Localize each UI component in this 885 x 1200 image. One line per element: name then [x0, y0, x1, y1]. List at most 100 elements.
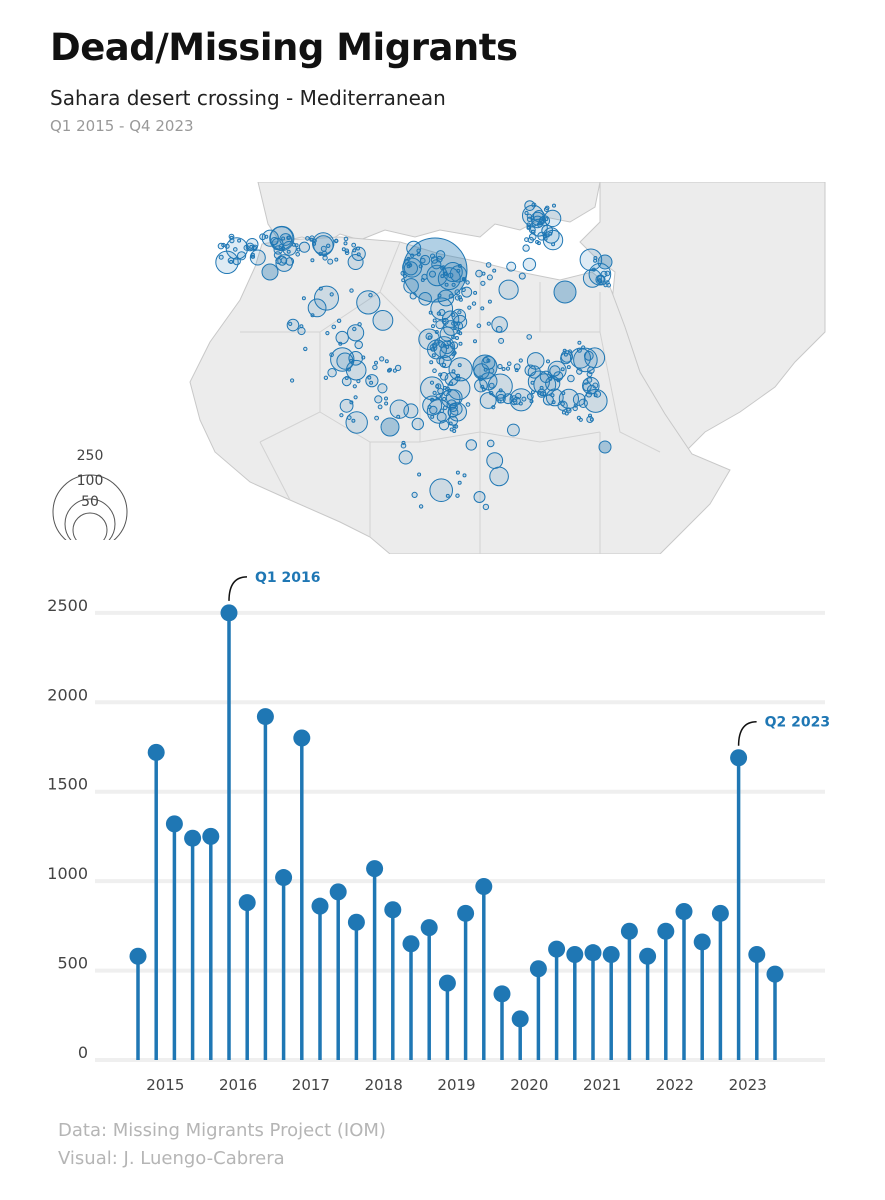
y-tick-label: 1500 — [47, 775, 88, 794]
incident-bubble-104 — [430, 253, 436, 259]
incident-bubble-451 — [473, 290, 478, 295]
incident-bubble-425 — [480, 306, 485, 311]
incident-bubble-424 — [329, 292, 334, 297]
incident-bubble-410 — [297, 326, 306, 336]
incident-bubble-426 — [465, 280, 470, 285]
incident-bubble-385 — [388, 367, 392, 372]
x-tick-label: 2021 — [583, 1076, 621, 1094]
x-tick-label: 2023 — [729, 1076, 767, 1094]
incident-bubble-297 — [521, 396, 527, 402]
incident-bubble-359 — [583, 388, 608, 413]
incident-bubble-442 — [498, 337, 505, 344]
incident-bubble-16 — [298, 241, 310, 253]
incident-bubble-386 — [384, 359, 389, 364]
incident-bubble-400 — [374, 360, 378, 365]
dot-Q4-2021 — [620, 922, 638, 940]
incident-bubble-402 — [372, 310, 394, 331]
incident-bubble-301 — [513, 363, 521, 371]
incident-bubble-420 — [301, 296, 306, 301]
incident-bubble-340 — [560, 350, 573, 363]
incident-bubble-260 — [529, 399, 534, 404]
incident-bubble-51 — [259, 233, 267, 241]
incident-bubble-358 — [592, 382, 599, 389]
incident-bubble-349 — [567, 374, 575, 383]
incident-bubble-486 — [417, 472, 422, 477]
incident-bubble-337 — [561, 410, 566, 415]
incident-bubble-365 — [384, 396, 388, 401]
incident-bubble-474 — [593, 256, 598, 260]
source-credits: Data: Missing Migrants Project (IOM) Vis… — [58, 1117, 386, 1173]
incident-bubble-219 — [447, 376, 471, 401]
visual-credit: Visual: J. Luengo-Cabrera — [58, 1148, 285, 1169]
incident-bubble-490 — [489, 466, 509, 487]
incident-bubble-389 — [345, 359, 367, 381]
x-tick-label: 2018 — [365, 1076, 403, 1094]
incident-bubble-20 — [351, 242, 357, 248]
incident-bubble-407 — [307, 298, 327, 318]
incident-bubble-504 — [472, 354, 498, 380]
incident-bubble-363 — [374, 415, 380, 421]
incident-bubble-388 — [372, 364, 378, 371]
annotation-connector — [228, 576, 248, 601]
x-axis-ticks: 2015 2016 2017 2018 2019 2020 2021 2022 2023 — [146, 1076, 767, 1094]
incident-bubble-372 — [352, 384, 357, 389]
x-tick-label: 2022 — [656, 1076, 694, 1094]
incident-bubble-241 — [442, 343, 447, 348]
incident-bubble-354 — [561, 391, 566, 396]
incident-bubble-213 — [429, 360, 434, 365]
incident-bubble-498 — [482, 503, 490, 511]
incident-bubble-58 — [327, 258, 334, 265]
incident-bubble-14 — [229, 259, 234, 264]
dot-Q2-2021 — [584, 944, 602, 962]
dot-Q2-2018 — [366, 860, 384, 878]
incident-bubble-174 — [449, 381, 453, 386]
incident-bubble-182 — [429, 380, 435, 385]
incident-bubble-70 — [250, 254, 255, 259]
incident-bubble-416 — [336, 318, 342, 324]
incident-bubble-61 — [295, 252, 301, 257]
incident-bubble-393 — [377, 404, 383, 410]
incident-bubble-320 — [577, 340, 582, 345]
dot-Q1-2020 — [493, 985, 511, 1003]
size-legend: 250 100 50 — [52, 448, 128, 540]
incident-bubble-378 — [347, 367, 351, 372]
incident-bubble-417 — [349, 288, 354, 293]
incident-bubble-332 — [573, 347, 598, 373]
incident-bubble-413 — [331, 324, 337, 330]
incident-bubble-356 — [593, 390, 602, 398]
incident-bubble-62 — [322, 255, 328, 261]
incident-bubble-435 — [473, 339, 477, 344]
incident-bubble-113 — [461, 286, 473, 298]
incident-bubble-66 — [312, 238, 317, 243]
chart-title: Dead/Missing Migrants — [50, 26, 518, 69]
incident-bubble-314 — [539, 392, 544, 397]
incident-bubble-106 — [436, 255, 443, 263]
incident-bubble-163 — [541, 224, 554, 237]
incident-bubble-412 — [368, 293, 373, 298]
incident-bubble-447 — [518, 272, 526, 280]
incident-bubble-68 — [352, 248, 357, 253]
incident-bubble-309 — [542, 394, 554, 406]
incident-bubble-418 — [303, 346, 308, 352]
dot-Q1-2021 — [566, 945, 584, 963]
incident-bubble-249 — [448, 357, 473, 382]
incident-bubble-441 — [442, 262, 463, 282]
incident-bubble-361 — [339, 398, 354, 413]
incident-bubble-102 — [418, 292, 433, 306]
incident-bubble-492 — [455, 493, 460, 498]
dot-Q4-2019 — [475, 877, 493, 895]
incident-bubble-446 — [438, 309, 446, 316]
incident-bubble-220 — [448, 421, 453, 426]
incident-bubble-444 — [485, 262, 492, 268]
incident-bubble-496 — [403, 403, 419, 419]
incident-bubble-409 — [310, 313, 315, 318]
incident-bubble-497 — [400, 442, 407, 449]
incident-bubble-266 — [479, 392, 497, 409]
incident-bubble-450 — [476, 323, 482, 328]
x-tick-label: 2020 — [510, 1076, 548, 1094]
incident-bubble-448 — [492, 268, 497, 273]
dot-Q1-2018 — [347, 913, 365, 931]
legend-circle-50 — [72, 512, 108, 540]
incident-bubble-381 — [379, 356, 385, 362]
data-source: Data: Missing Migrants Project (IOM) — [58, 1120, 386, 1141]
